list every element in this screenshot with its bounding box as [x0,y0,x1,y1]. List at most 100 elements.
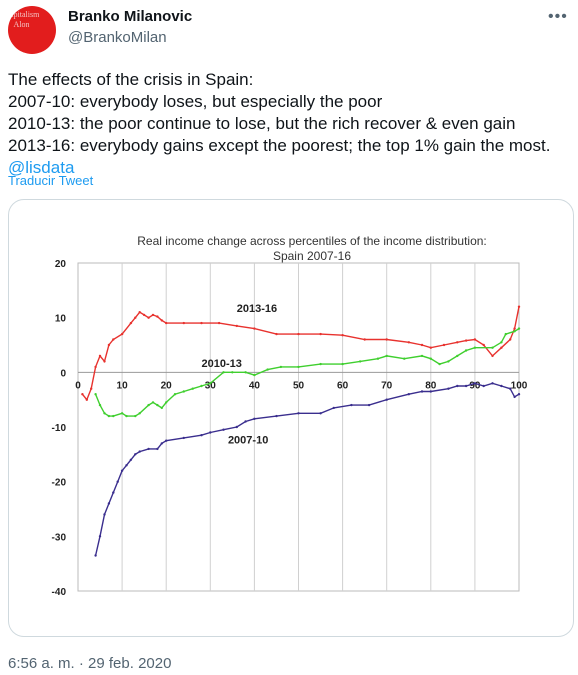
data-point [165,439,168,442]
data-point [491,346,494,349]
x-tick-label: 0 [75,380,81,391]
x-tick-label: 80 [425,380,437,391]
data-point [442,343,446,347]
data-point [235,324,238,328]
author-name[interactable]: Branko Milanovic [68,8,193,25]
data-point [517,305,521,308]
data-point [464,339,468,342]
data-point [142,313,146,317]
data-point [160,319,163,322]
data-point [125,414,128,418]
data-point [200,321,203,325]
data-point [116,480,119,483]
data-point [504,332,507,336]
data-point [513,395,516,399]
tweet-line: 2010-13: the poor continue to lose, but … [8,114,516,133]
avatar[interactable]: apitalism Alon iko [8,6,56,54]
data-point [156,403,159,407]
data-point [138,450,141,453]
data-point [367,403,371,407]
data-point [94,365,97,369]
data-point [420,390,424,393]
data-point [319,332,322,336]
data-point [200,384,203,388]
data-point [120,469,124,472]
data-point [385,338,388,341]
data-point [107,414,111,418]
data-point [447,387,450,390]
data-point [209,431,212,434]
data-point [464,384,468,388]
data-point [473,338,477,341]
y-tick-label: -10 [52,423,67,434]
data-point [376,357,380,360]
translate-tweet-link[interactable]: Traducir Tweet [8,173,94,188]
tweet-line: 2013-16: everybody gains except the poor… [8,136,551,155]
data-point [253,373,256,377]
data-point [134,453,137,456]
data-point [151,401,155,404]
data-point [209,382,212,385]
data-point [182,390,185,393]
data-point [165,401,168,404]
data-point [350,403,353,407]
data-point [94,393,97,396]
data-point [482,384,485,388]
data-point [500,341,503,344]
series-label: 2007-10 [228,434,268,446]
y-tick-label: 20 [55,259,67,270]
data-point [319,362,322,366]
data-point [191,387,194,390]
mention-link[interactable]: @lisdata [8,158,75,177]
data-point [156,315,159,318]
data-point [138,412,141,415]
data-point [151,313,155,317]
data-point [103,412,106,415]
x-tick-label: 100 [511,380,528,391]
data-point [156,447,159,451]
data-point [297,365,300,369]
data-point [90,387,93,390]
tweet-line: The effects of the crisis in Spain: [8,70,254,89]
data-point [513,327,516,330]
data-point [491,354,494,358]
data-point [85,398,89,401]
data-point [160,442,163,445]
y-tick-label: -30 [52,532,67,543]
data-point [266,368,269,371]
data-point [275,332,278,336]
data-point [456,384,459,388]
data-point [517,393,521,396]
tweet-timestamp[interactable]: 6:56 a. m. · 29 feb. 2020 [8,655,172,672]
data-point [385,398,388,401]
data-point [98,535,102,538]
data-point [319,412,322,415]
data-point [107,343,111,347]
more-horizontal-icon[interactable]: ••• [548,8,568,25]
data-point [420,354,424,358]
data-point [103,513,106,516]
data-point [513,330,516,333]
data-point [129,321,133,325]
data-point [107,502,111,505]
x-tick-label: 90 [469,380,481,391]
data-point [341,334,344,337]
data-point [420,343,424,347]
data-point [98,354,102,358]
y-tick-label: -20 [52,478,67,489]
data-point [94,554,97,557]
data-point [279,365,283,369]
data-point [147,447,150,451]
data-point [500,346,503,349]
data-point [407,341,410,344]
data-point [134,316,137,319]
data-point [217,321,221,325]
data-point [385,354,388,358]
data-point [407,393,410,396]
x-tick-label: 30 [205,380,217,391]
x-tick-label: 70 [381,380,393,391]
y-tick-label: -40 [52,587,67,598]
tweet-media-image[interactable]: Real income change across percentiles of… [8,199,574,637]
data-point [222,428,225,431]
author-handle[interactable]: @BrankoMilan [68,29,167,46]
